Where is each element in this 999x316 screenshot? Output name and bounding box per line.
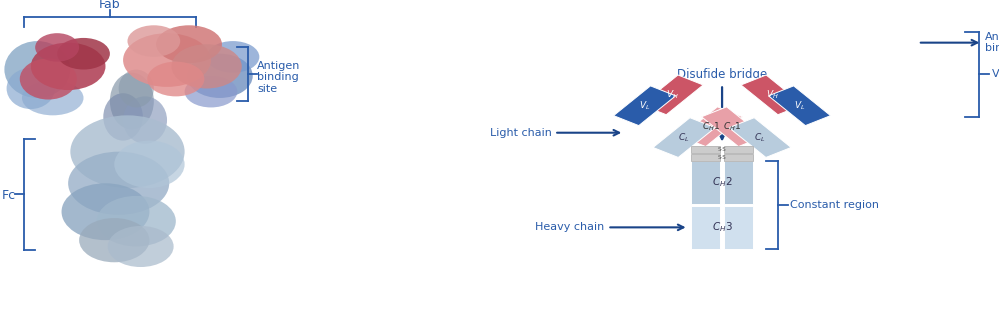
Ellipse shape: [97, 196, 176, 246]
Ellipse shape: [123, 96, 167, 144]
Ellipse shape: [7, 68, 55, 109]
Ellipse shape: [185, 76, 238, 107]
Ellipse shape: [35, 33, 79, 62]
Ellipse shape: [68, 152, 169, 215]
Text: $V_H$: $V_H$: [665, 88, 678, 101]
Ellipse shape: [156, 25, 222, 63]
Ellipse shape: [70, 115, 185, 188]
Text: Heavy chain: Heavy chain: [535, 222, 604, 232]
Ellipse shape: [79, 218, 150, 262]
Text: Fab: Fab: [99, 0, 121, 11]
Text: $V_L$: $V_L$: [794, 100, 805, 112]
Text: Antigen
binding site: Antigen binding site: [985, 32, 999, 53]
Text: Antigen
binding
site: Antigen binding site: [257, 61, 301, 94]
Text: Variable region: Variable region: [992, 69, 999, 79]
Ellipse shape: [147, 62, 205, 96]
Text: Fc: Fc: [1, 189, 15, 203]
Text: S·S: S·S: [717, 155, 726, 160]
Text: $C_H2$: $C_H2$: [712, 176, 732, 189]
FancyBboxPatch shape: [723, 154, 753, 161]
FancyBboxPatch shape: [691, 146, 720, 153]
Text: $C_H1$: $C_H1$: [723, 120, 741, 133]
Polygon shape: [613, 86, 675, 125]
Ellipse shape: [114, 141, 185, 188]
Text: $C_L$: $C_L$: [754, 131, 766, 144]
Ellipse shape: [110, 73, 154, 130]
Ellipse shape: [128, 25, 180, 57]
Ellipse shape: [20, 58, 77, 100]
Ellipse shape: [123, 33, 211, 87]
Ellipse shape: [31, 43, 106, 90]
Ellipse shape: [187, 54, 253, 98]
Text: $V_H$: $V_H$: [765, 88, 778, 101]
Text: Light chain: Light chain: [490, 128, 551, 138]
FancyBboxPatch shape: [723, 161, 753, 204]
Polygon shape: [729, 118, 791, 157]
Ellipse shape: [207, 41, 260, 73]
Polygon shape: [653, 118, 715, 157]
Polygon shape: [680, 107, 742, 147]
Polygon shape: [701, 107, 763, 147]
Ellipse shape: [103, 93, 143, 141]
Polygon shape: [641, 75, 703, 115]
Polygon shape: [768, 86, 830, 125]
Ellipse shape: [119, 70, 154, 107]
Text: $C_H3$: $C_H3$: [711, 221, 732, 234]
Ellipse shape: [62, 183, 150, 240]
Text: Constant region: Constant region: [790, 200, 879, 210]
Text: S·S: S·S: [717, 147, 726, 152]
FancyBboxPatch shape: [723, 206, 753, 249]
Ellipse shape: [22, 81, 84, 115]
Ellipse shape: [57, 38, 110, 70]
Text: $C_H1$: $C_H1$: [702, 120, 720, 133]
Text: $C_L$: $C_L$: [678, 131, 690, 144]
Ellipse shape: [108, 226, 174, 267]
FancyBboxPatch shape: [723, 146, 753, 153]
FancyBboxPatch shape: [691, 161, 720, 204]
Ellipse shape: [4, 41, 70, 98]
FancyBboxPatch shape: [691, 154, 720, 161]
FancyBboxPatch shape: [691, 206, 720, 249]
Text: $V_L$: $V_L$: [639, 100, 650, 112]
Text: Disufide bridge: Disufide bridge: [677, 68, 767, 81]
Ellipse shape: [172, 44, 242, 88]
Polygon shape: [741, 75, 803, 115]
